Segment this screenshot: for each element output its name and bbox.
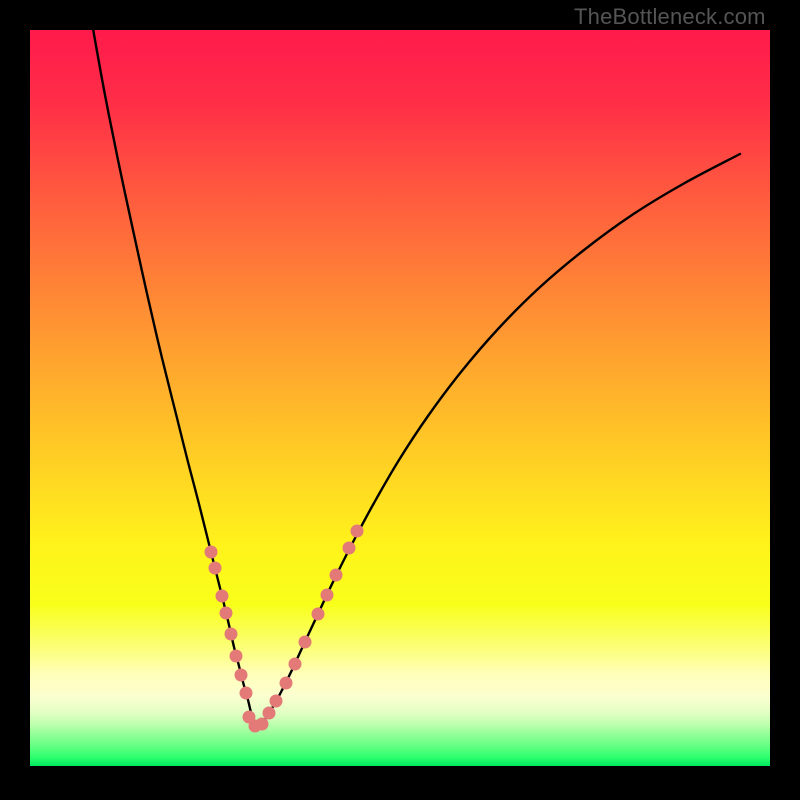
data-marker — [235, 669, 248, 682]
data-marker — [216, 590, 229, 603]
data-marker — [351, 525, 364, 538]
curve-right-branch — [257, 154, 740, 728]
data-marker — [263, 707, 276, 720]
watermark-text: TheBottleneck.com — [574, 4, 766, 30]
data-marker — [330, 569, 343, 582]
data-marker — [299, 636, 312, 649]
data-marker — [240, 687, 253, 700]
data-marker — [256, 718, 269, 731]
curve-layer — [30, 30, 770, 766]
data-marker — [270, 695, 283, 708]
data-marker — [225, 628, 238, 641]
plot-area — [30, 30, 770, 766]
marker-group — [205, 525, 364, 733]
curve-left-branch — [88, 0, 257, 728]
data-marker — [289, 658, 302, 671]
data-marker — [209, 562, 222, 575]
data-marker — [321, 589, 334, 602]
data-marker — [220, 607, 233, 620]
data-marker — [343, 542, 356, 555]
data-marker — [312, 608, 325, 621]
data-marker — [205, 546, 218, 559]
data-marker — [280, 677, 293, 690]
data-marker — [230, 650, 243, 663]
